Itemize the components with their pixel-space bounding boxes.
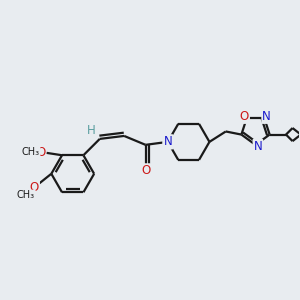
Text: N: N xyxy=(254,140,262,153)
Text: O: O xyxy=(141,164,150,177)
Text: O: O xyxy=(36,146,45,159)
Text: CH₃: CH₃ xyxy=(17,190,35,200)
Text: N: N xyxy=(164,135,172,148)
Text: O: O xyxy=(240,110,249,123)
Text: H: H xyxy=(87,124,96,137)
Text: O: O xyxy=(30,181,39,194)
Text: N: N xyxy=(164,135,172,148)
Text: CH₃: CH₃ xyxy=(22,147,40,157)
Text: N: N xyxy=(262,110,271,123)
